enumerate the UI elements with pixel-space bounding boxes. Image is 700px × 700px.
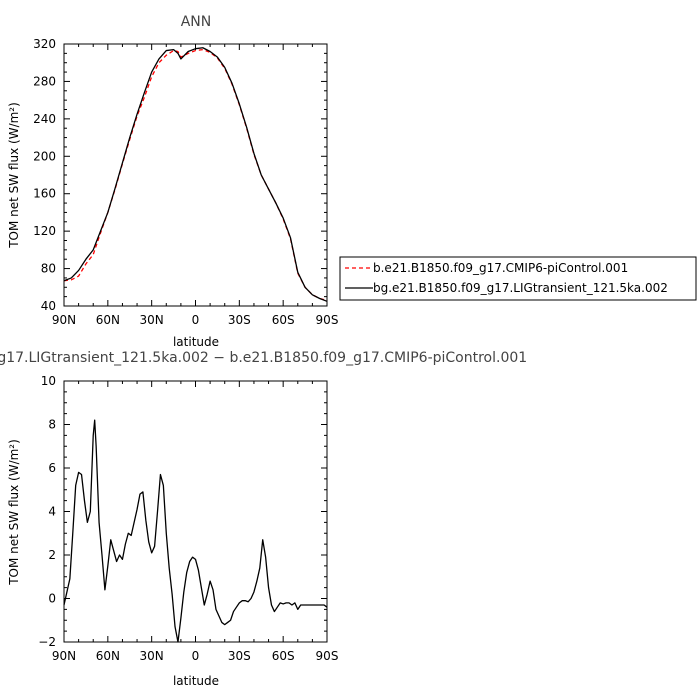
bottom-series-line-0	[63, 419, 328, 643]
bottom-x-tick-label: 30N	[140, 649, 164, 663]
top-chart: ANN 90N 60N 30N 0 30S 60S 90S 40 80 120 160 200 240 2…	[7, 14, 338, 349]
bottom-y-tick-label: −2	[38, 635, 56, 649]
bottom-chart-title: bg.e21.B1850.f09_g17.LIGtransient_121.5k…	[0, 350, 527, 366]
bottom-x-axis-label: latitude	[173, 674, 219, 688]
top-x-tick-label: 60N	[96, 313, 120, 327]
bottom-axis-ticks: 90N 60N 30N 0 30S 60S 90S −2 0 2 4 6 8 10	[38, 374, 338, 663]
top-y-tick-label: 200	[33, 149, 56, 163]
top-y-tick-label: 240	[33, 112, 56, 126]
legend-label-picontrol: b.e21.B1850.f09_g17.CMIP6-piControl.001	[373, 261, 628, 275]
top-chart-title: ANN	[181, 14, 212, 30]
bottom-y-tick-label: 6	[48, 461, 56, 475]
top-x-tick-label: 0	[192, 313, 200, 327]
top-y-tick-label: 320	[33, 37, 56, 51]
bottom-y-tick-label: 8	[48, 418, 56, 432]
bottom-y-tick-label: 2	[48, 548, 56, 562]
bottom-series-lines	[63, 419, 328, 643]
bottom-x-tick-label: 60N	[96, 649, 120, 663]
legend: b.e21.B1850.f09_g17.CMIP6-piControl.001 …	[339, 256, 697, 301]
top-y-tick-label: 80	[41, 262, 56, 276]
top-x-tick-label: 30S	[228, 313, 251, 327]
top-y-tick-label: 120	[33, 224, 56, 238]
bottom-x-tick-label: 0	[192, 649, 200, 663]
top-y-tick-label: 280	[33, 74, 56, 88]
top-x-axis-label: latitude	[173, 335, 219, 349]
top-series-line-1	[63, 47, 328, 302]
bottom-chart: bg.e21.B1850.f09_g17.LIGtransient_121.5k…	[0, 350, 527, 688]
top-y-tick-label: 40	[41, 299, 56, 313]
top-series-line-0	[63, 48, 328, 302]
top-axis-ticks: 90N 60N 30N 0 30S 60S 90S 40 80 120 160 200 240 280 32…	[33, 37, 338, 327]
bottom-y-tick-label: 0	[48, 592, 56, 606]
top-series-lines	[63, 47, 328, 302]
legend-box	[339, 256, 697, 301]
legend-label-ligtransient: bg.e21.B1850.f09_g17.LIGtransient_121.5k…	[373, 281, 668, 295]
bottom-x-tick-label: 30S	[228, 649, 251, 663]
top-x-tick-label: 90S	[316, 313, 339, 327]
top-plot-frame	[63, 43, 328, 307]
top-y-axis-label: TOM net SW flux (W/m²)	[7, 102, 21, 249]
bottom-x-tick-label: 90S	[316, 649, 339, 663]
bottom-y-tick-label: 10	[41, 374, 56, 388]
bottom-y-axis-label: TOM net SW flux (W/m²)	[7, 439, 21, 586]
top-x-tick-label: 90N	[52, 313, 76, 327]
top-y-tick-label: 160	[33, 187, 56, 201]
top-x-tick-label: 60S	[272, 313, 295, 327]
bottom-x-tick-label: 90N	[52, 649, 76, 663]
top-x-tick-label: 30N	[140, 313, 164, 327]
bottom-x-tick-label: 60S	[272, 649, 295, 663]
bottom-y-tick-label: 4	[48, 505, 56, 519]
